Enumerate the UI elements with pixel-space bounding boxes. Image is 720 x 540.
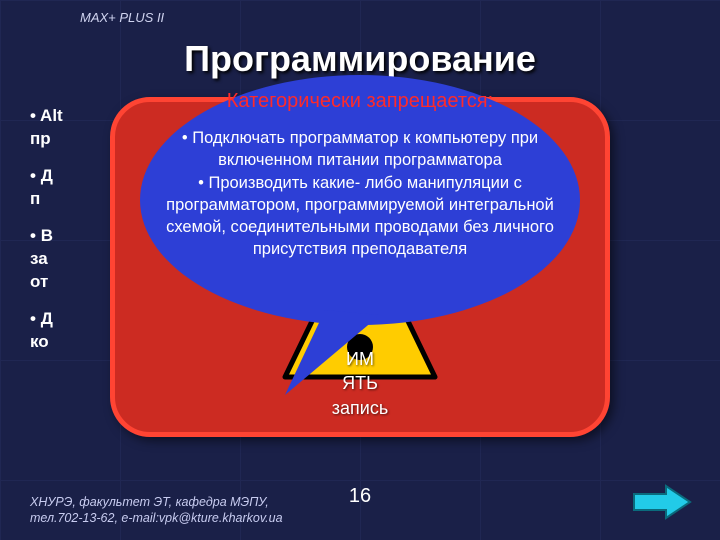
bubble-heading: Категорически запрещается: — [165, 88, 555, 115]
bubble-body: • Подключать программатор к компьютеру п… — [166, 129, 554, 258]
next-arrow-button[interactable] — [632, 484, 692, 520]
product-label: MAX+ PLUS II — [80, 10, 164, 25]
footer-credits: ХНУРЭ, факультет ЭТ, кафедра МЭПУ, тел.7… — [30, 494, 283, 527]
page-number: 16 — [349, 485, 371, 508]
footer-line: ХНУРЭ, факультет ЭТ, кафедра МЭПУ, — [30, 495, 269, 509]
footer-line: тел.702-13-62, e-mail:vpk@kture.kharkov.… — [30, 511, 283, 525]
speech-bubble: Категорически запрещается: • Подключать … — [135, 70, 585, 350]
warning-line: запись — [332, 398, 388, 418]
